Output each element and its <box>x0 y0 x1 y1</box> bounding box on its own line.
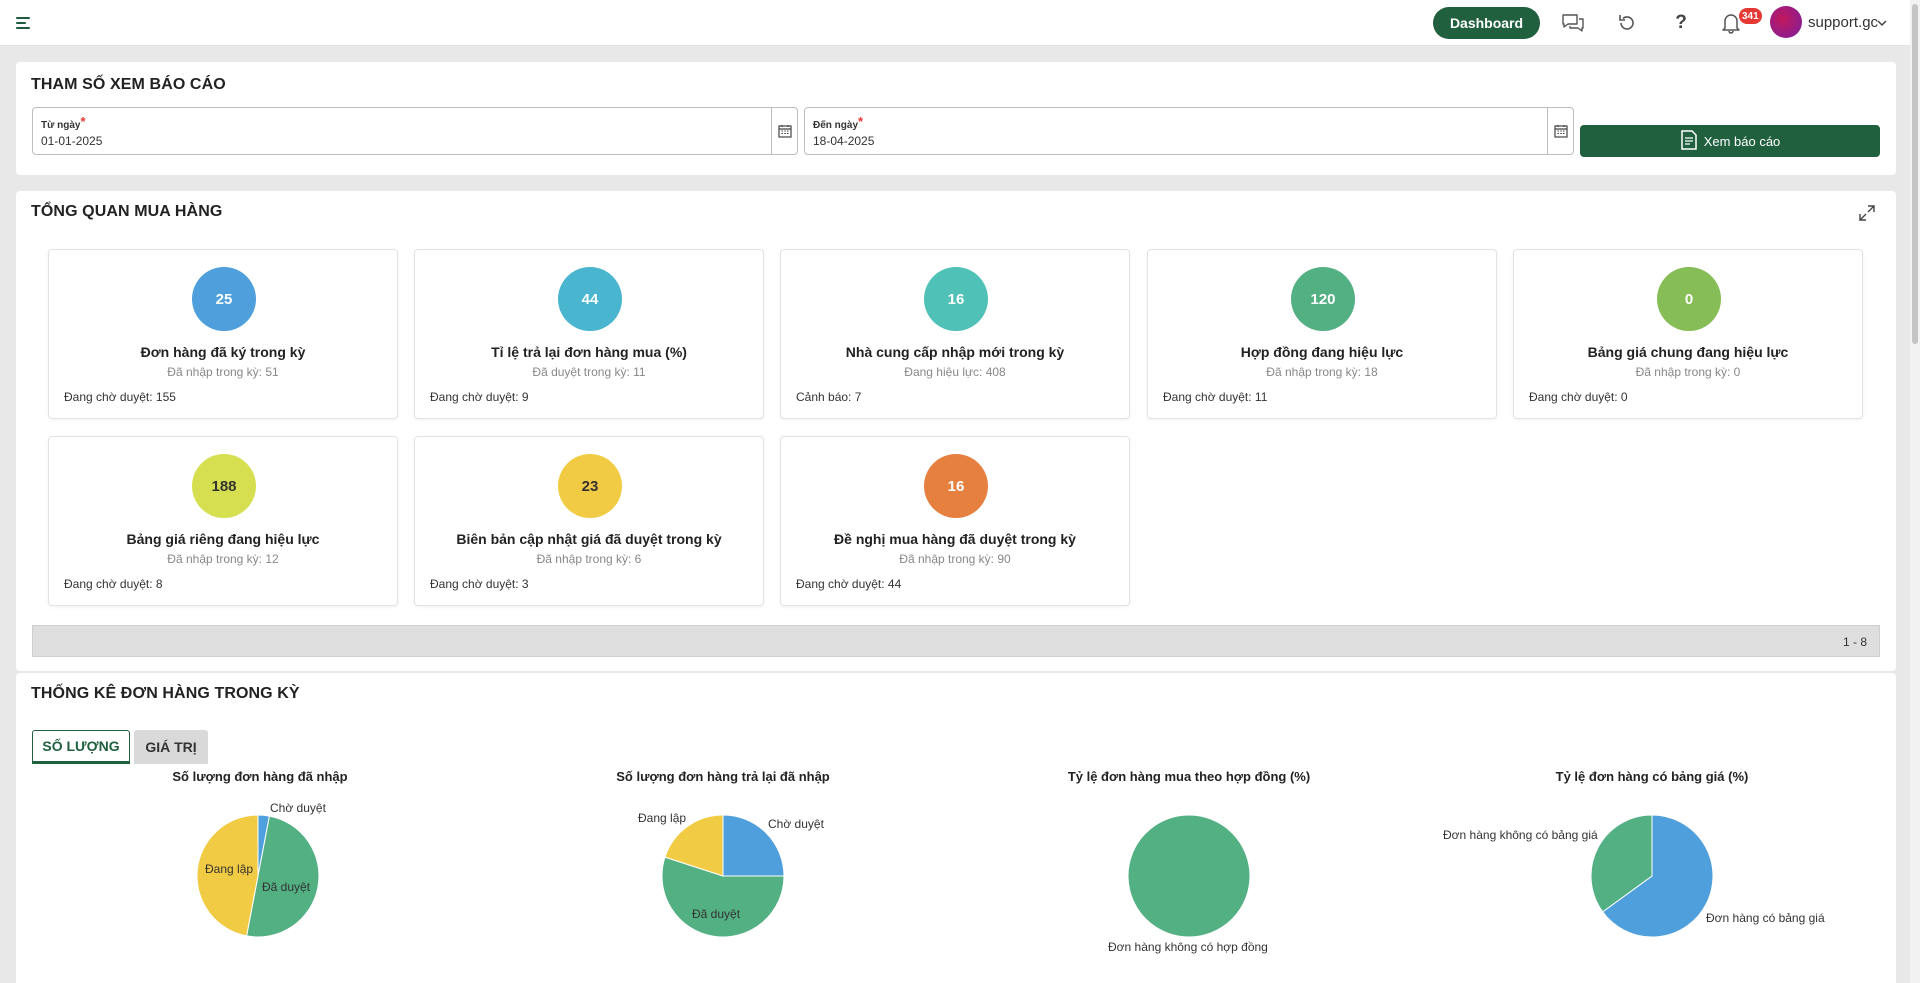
kpi-subtitle: Đã nhập trong kỳ: 51 <box>167 365 279 379</box>
kpi-value-badge: 44 <box>558 267 622 331</box>
kpi-footer: Đang chờ duyệt: 44 <box>796 577 902 591</box>
from-date-label: Từ ngày* <box>41 114 86 131</box>
kpi-footer: Đang chờ duyệt: 0 <box>1529 390 1628 404</box>
report-icon <box>1680 129 1698 153</box>
kpi-footer: Đang chờ duyệt: 11 <box>1163 390 1268 404</box>
kpi-subtitle: Đã nhập trong kỳ: 0 <box>1635 365 1741 379</box>
pie-slice-label: Đơn hàng không có hợp đồng <box>1108 940 1268 954</box>
pie-slice[interactable] <box>1127 814 1251 938</box>
pie-slice[interactable] <box>722 814 785 877</box>
kpi-card[interactable]: 120 Hợp đồng đang hiệu lực Đã nhập trong k… <box>1147 249 1497 419</box>
params-title: THAM SỐ XEM BÁO CÁO <box>31 76 226 93</box>
bell-icon[interactable] <box>1718 10 1744 36</box>
kpi-card[interactable]: 44 Tỉ lệ trả lại đơn hàng mua (%) Đã duyệt… <box>414 249 764 419</box>
pie-slice-label: Đang lập <box>205 862 254 876</box>
scrollbar-thumb[interactable] <box>1912 4 1918 344</box>
view-report-label: Xem báo cáo <box>1703 133 1781 149</box>
pie-slice-label: Đang lập <box>638 811 687 825</box>
kpi-title: Nhà cung cấp nhập mới trong kỳ <box>845 344 1065 360</box>
kpi-value-badge: 0 <box>1657 267 1721 331</box>
from-date-field[interactable]: Từ ngày* <box>32 107 798 155</box>
kpi-card[interactable]: 16 Đề nghị mua hàng đã duyệt trong kỳ Đã n… <box>780 436 1130 606</box>
chart-title: Tỷ lệ đơn hàng có bảng giá (%) <box>1555 769 1749 784</box>
scrollbar[interactable] <box>1910 0 1920 983</box>
pie-slice-label: Chờ duyệt <box>768 817 824 831</box>
kpi-value-badge: 120 <box>1291 267 1355 331</box>
pie-slice[interactable] <box>1590 814 1653 913</box>
kpi-subtitle: Đã nhập trong kỳ: 12 <box>167 552 279 566</box>
calendar-icon[interactable] <box>1547 108 1573 154</box>
kpi-card[interactable]: 25 Đơn hàng đã ký trong kỳ Đã nhập trong k… <box>48 249 398 419</box>
kpi-card[interactable]: 0 Bảng giá chung đang hiệu lực Đã nhập tro… <box>1513 249 1863 419</box>
pie-slice-label: Đã duyệt <box>692 907 741 921</box>
kpi-value-badge: 25 <box>192 267 256 331</box>
kpi-value-badge: 16 <box>924 267 988 331</box>
chevron-down-icon[interactable] <box>1876 16 1888 31</box>
stats-title: THỐNG KÊ ĐƠN HÀNG TRONG KỲ <box>31 685 300 702</box>
kpi-footer: Đang chờ duyệt: 8 <box>64 577 163 591</box>
pagination-range: 1 - 8 <box>1842 635 1867 649</box>
kpi-footer: Đang chờ duyệt: 3 <box>430 577 529 591</box>
kpi-subtitle: Đã nhập trong kỳ: 18 <box>1266 365 1378 379</box>
order-stats-panel: THỐNG KÊ ĐƠN HÀNG TRONG KỲ <box>16 673 1896 983</box>
from-date-input[interactable] <box>41 134 341 148</box>
top-bar: Dashboard ? 341 support.gc <box>0 0 1920 46</box>
kpi-subtitle: Đang hiệu lực: 408 <box>904 365 1006 379</box>
chart-title: Số lượng đơn hàng đã nhập <box>172 769 348 784</box>
notification-badge: 341 <box>1739 8 1762 24</box>
kpi-title: Bảng giá chung đang hiệu lực <box>1587 344 1789 360</box>
pie-slice-label: Chờ duyệt <box>270 801 326 815</box>
kpi-value-badge: 16 <box>924 454 988 518</box>
refresh-icon[interactable] <box>1614 10 1640 36</box>
pie-slice-label: Đã duyệt <box>262 880 311 894</box>
pie-slice-label: Đơn hàng có bảng giá <box>1706 911 1825 925</box>
to-date-input[interactable] <box>813 134 1113 148</box>
tab-quantity[interactable]: SỐ LƯỢNG <box>32 730 130 764</box>
chart-title: Số lượng đơn hàng trả lại đã nhập <box>616 769 830 784</box>
kpi-title: Bảng giá riêng đang hiệu lực <box>126 531 320 547</box>
kpi-title: Tỉ lệ trả lại đơn hàng mua (%) <box>491 344 687 360</box>
to-date-label: Đến ngày* <box>813 114 864 131</box>
kpi-subtitle: Đã nhập trong kỳ: 6 <box>536 552 642 566</box>
kpi-title: Đề nghị mua hàng đã duyệt trong kỳ <box>834 531 1076 547</box>
expand-icon[interactable] <box>1858 204 1876 222</box>
kpi-subtitle: Đã duyệt trong kỳ: 11 <box>532 365 646 379</box>
pie-slice[interactable] <box>245 815 320 938</box>
overview-title: TỔNG QUAN MUA HÀNG <box>31 203 223 220</box>
kpi-title: Đơn hàng đã ký trong kỳ <box>140 344 306 360</box>
kpi-card[interactable]: 16 Nhà cung cấp nhập mới trong kỳ Đang hiệ… <box>780 249 1130 419</box>
tab-value[interactable]: GIÁ TRỊ <box>134 730 208 764</box>
chat-icon[interactable] <box>1560 10 1586 36</box>
hamburger-menu-icon[interactable] <box>12 12 34 34</box>
user-name[interactable]: support.gc <box>1808 14 1879 31</box>
to-date-field[interactable]: Đến ngày* <box>804 107 1574 155</box>
dashboard-button[interactable]: Dashboard <box>1433 7 1540 39</box>
pie-slice-label: Đơn hàng không có bảng giá <box>1443 828 1598 842</box>
kpi-subtitle: Đã nhập trong kỳ: 90 <box>899 552 1011 566</box>
chart-title: Tỷ lệ đơn hàng mua theo hợp đồng (%) <box>1067 769 1311 784</box>
kpi-card[interactable]: 23 Biên bản cập nhật giá đã duyệt trong k… <box>414 436 764 606</box>
calendar-icon[interactable] <box>771 108 797 154</box>
kpi-footer: Cảnh báo: 7 <box>796 390 862 404</box>
kpi-title: Biên bản cập nhật giá đã duyệt trong kỳ <box>456 531 722 547</box>
pie-slice[interactable] <box>664 814 724 877</box>
kpi-value-badge: 188 <box>192 454 256 518</box>
kpi-title: Hợp đồng đang hiệu lực <box>1240 344 1404 360</box>
kpi-footer: Đang chờ duyệt: 155 <box>64 390 176 404</box>
kpi-value-badge: 23 <box>558 454 622 518</box>
view-report-button[interactable]: Xem báo cáo <box>1580 125 1880 157</box>
pagination-bar: 1 - 8 <box>32 625 1880 657</box>
help-icon[interactable]: ? <box>1675 12 1687 33</box>
pie-slice[interactable] <box>196 814 259 937</box>
pie-slice[interactable] <box>661 856 785 938</box>
kpi-footer: Đang chờ duyệt: 9 <box>430 390 529 404</box>
pie-charts <box>196 814 1714 938</box>
pie-slice[interactable] <box>1601 814 1714 938</box>
kpi-card[interactable]: 188 Bảng giá riêng đang hiệu lực Đã nhập t… <box>48 436 398 606</box>
avatar[interactable] <box>1770 6 1802 38</box>
